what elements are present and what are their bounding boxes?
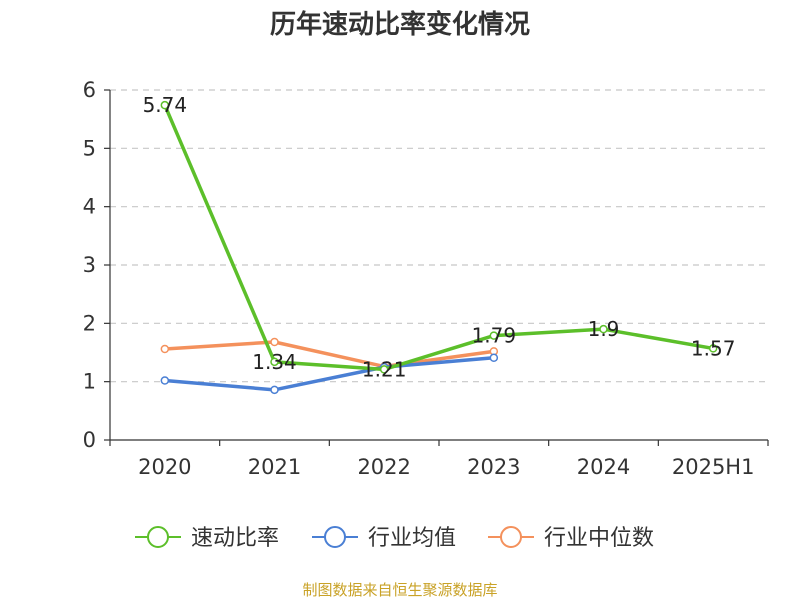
data-point[interactable] bbox=[270, 337, 279, 347]
x-tick-label: 2025H1 bbox=[672, 455, 755, 479]
legend-item-1[interactable]: 行业均值 bbox=[312, 526, 456, 551]
y-tick-label: 6 bbox=[83, 78, 96, 102]
y-tick-label: 5 bbox=[83, 136, 96, 160]
legend-marker-icon bbox=[147, 526, 169, 548]
y-tick-label: 4 bbox=[83, 195, 96, 219]
data-label: 1.79 bbox=[472, 324, 517, 348]
legend-label: 行业中位数 bbox=[544, 526, 654, 551]
grid-lines bbox=[110, 89, 768, 383]
data-label: 5.74 bbox=[143, 93, 188, 117]
data-label: 1.57 bbox=[691, 336, 736, 360]
legend-marker-icon bbox=[324, 526, 346, 548]
series-lines bbox=[160, 100, 718, 395]
x-tick-label: 2020 bbox=[138, 455, 191, 479]
data-point[interactable] bbox=[489, 331, 499, 340]
data-labels: 5.74 1.34 1.21 1.79 1.9 1.57 bbox=[143, 93, 736, 381]
source-note: 制图数据来自恒生聚源数据库 bbox=[302, 581, 497, 599]
legend-label: 速动比率 bbox=[191, 526, 279, 551]
y-tick-label: 2 bbox=[83, 311, 96, 335]
data-point[interactable] bbox=[160, 344, 170, 354]
legend-item-0[interactable]: 速动比率 bbox=[135, 526, 279, 551]
legend: 速动比率 行业均值 行业中位数 bbox=[135, 526, 654, 551]
series-line-2 bbox=[163, 340, 496, 369]
legend-label: 行业均值 bbox=[368, 526, 456, 551]
data-point[interactable] bbox=[160, 376, 170, 385]
y-tick-label: 1 bbox=[83, 370, 96, 394]
legend-item-2[interactable]: 行业中位数 bbox=[488, 526, 654, 551]
x-tick-label: 2022 bbox=[357, 455, 410, 479]
axes: 0 1 2 3 4 5 6 2020 2021 2022 2023 2024 2025H1 bbox=[83, 78, 769, 479]
data-point[interactable] bbox=[160, 100, 170, 110]
data-label: 1.9 bbox=[588, 317, 620, 341]
series-line-1 bbox=[163, 356, 496, 392]
data-point[interactable] bbox=[270, 357, 279, 367]
data-point[interactable] bbox=[708, 344, 718, 353]
x-tick-label: 2023 bbox=[467, 455, 520, 479]
y-tick-label: 3 bbox=[83, 253, 96, 277]
series-line-0 bbox=[163, 103, 715, 372]
data-point[interactable] bbox=[270, 385, 279, 395]
data-label: 1.34 bbox=[252, 350, 297, 374]
data-point[interactable] bbox=[379, 365, 389, 374]
chart-title: 历年速动比率变化情况 bbox=[270, 9, 530, 40]
x-tick-label: 2024 bbox=[577, 455, 630, 479]
legend-marker-icon bbox=[500, 526, 522, 548]
data-point[interactable] bbox=[489, 353, 499, 362]
data-point[interactable] bbox=[599, 324, 608, 334]
data-label: 1.21 bbox=[362, 357, 407, 381]
y-tick-label: 0 bbox=[83, 428, 96, 452]
x-tick-label: 2021 bbox=[248, 455, 301, 479]
